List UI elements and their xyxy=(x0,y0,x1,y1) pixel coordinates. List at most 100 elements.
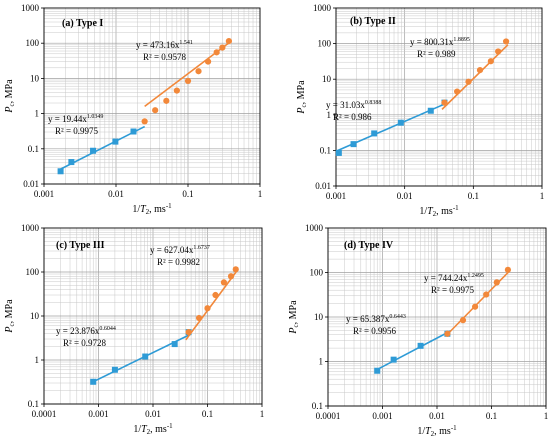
data-point xyxy=(130,128,137,135)
data-point xyxy=(141,118,148,125)
y-tick-label: 0.1 xyxy=(28,399,39,409)
data-point xyxy=(68,159,75,166)
data-point xyxy=(397,119,404,126)
data-point xyxy=(493,279,500,286)
data-point xyxy=(184,77,192,84)
y-tick-label: 0.01 xyxy=(23,179,39,189)
y-tick-label: 100 xyxy=(310,268,324,278)
data-point xyxy=(350,141,357,148)
x-tick-label: 0.001 xyxy=(372,411,392,421)
fit-equation: y = 23.876x0.6044 xyxy=(56,326,116,336)
data-point xyxy=(371,130,378,137)
y-tick-label: 10 xyxy=(30,73,40,83)
data-point xyxy=(152,107,159,114)
data-point xyxy=(195,314,203,322)
data-point xyxy=(185,329,192,336)
fit-r-squared: R² = 0.9975 xyxy=(431,285,475,295)
y-tick-label: 1 xyxy=(319,357,324,367)
data-point xyxy=(227,273,235,280)
data-point xyxy=(112,138,119,145)
x-tick-label: 0.001 xyxy=(326,191,346,201)
data-point xyxy=(453,88,461,95)
y-tick-label: 100 xyxy=(318,39,332,49)
data-point xyxy=(495,48,502,55)
fit-equation: y = 627.04x1.6737 xyxy=(150,245,210,255)
chart-panel-3: 0.0001 0.001 0.01 0.1 1 0.1 1 10 100 1000 1/T2, ms… xyxy=(4,223,264,436)
series-orange: y = 627.04x1.6737 R² = 0.9982 xyxy=(150,245,239,341)
fit-line xyxy=(441,44,509,110)
data-point xyxy=(390,356,397,363)
x-tick-label: 0.001 xyxy=(34,189,54,199)
y-tick-label: 1000 xyxy=(21,3,40,13)
fit-equation: y = 800.31x1.8895 xyxy=(410,37,470,47)
data-point xyxy=(487,58,494,65)
chart-panel-4: 0.0001 0.001 0.01 0.1 1 0.1 1 10 100 1000 1/T2, ms… xyxy=(288,223,548,438)
x-tick-label: 0.01 xyxy=(429,411,445,421)
x-tick-label: 1 xyxy=(258,189,263,199)
x-tick-label: 0.01 xyxy=(145,409,161,419)
y-axis-title: Pc, MPa xyxy=(296,80,308,115)
plot-frame xyxy=(335,7,543,187)
data-point xyxy=(225,37,233,45)
y-axis-title: Pc, MPa xyxy=(288,300,300,335)
y-tick-label: 1 xyxy=(327,110,332,120)
data-point xyxy=(111,366,118,373)
y-tick-label: 10 xyxy=(314,312,324,322)
fit-r-squared: R² = 0.989 xyxy=(417,49,456,59)
data-point xyxy=(90,378,97,385)
series-orange: y = 744.24x1.2495 R² = 0.9975 xyxy=(424,266,512,337)
fit-equation: y = 473.16x1.541 xyxy=(136,40,193,50)
x-axis-title: 1/T2, ms-1 xyxy=(417,424,457,438)
y-axis-title: Pc, MPa xyxy=(4,299,16,334)
y-tick-label: 0.1 xyxy=(320,145,331,155)
series-blue: y = 65.387x0.6443 R² = 0.9956 xyxy=(346,314,452,374)
data-point xyxy=(57,168,64,175)
grid xyxy=(335,8,542,187)
y-tick-label: 10 xyxy=(30,311,40,321)
series-blue: y = 31.03x0.8388 R² = 0.986 xyxy=(326,99,448,156)
data-point xyxy=(171,341,178,348)
data-point xyxy=(173,87,180,94)
y-tick-label: 0.1 xyxy=(312,401,323,411)
x-tick-label: 0.1 xyxy=(468,191,479,201)
data-point xyxy=(220,279,228,286)
x-axis-title: 1/T2, ms-1 xyxy=(132,202,172,216)
data-point xyxy=(163,97,170,104)
x-tick-label: 1 xyxy=(260,409,265,419)
y-tick-label: 1 xyxy=(35,355,40,365)
data-point xyxy=(502,38,510,45)
y-tick-label: 1000 xyxy=(305,223,324,233)
panel-title: (b) Type II xyxy=(350,16,396,27)
x-tick-label: 0.0001 xyxy=(316,411,341,421)
data-point xyxy=(465,78,472,85)
y-tick-label: 100 xyxy=(26,38,40,48)
data-point xyxy=(374,367,381,374)
data-point xyxy=(204,305,211,312)
y-tick-label: 1000 xyxy=(313,3,332,13)
data-point xyxy=(213,49,220,56)
data-point xyxy=(471,303,479,310)
y-tick-label: 0.1 xyxy=(28,144,39,154)
series-orange: y = 800.31x1.8895 R² = 0.989 xyxy=(410,37,510,110)
data-point xyxy=(441,99,448,106)
grid xyxy=(43,8,260,185)
x-axis-title: 1/T2, ms-1 xyxy=(133,422,173,436)
y-tick-label: 10 xyxy=(322,74,332,84)
panel-title: (a) Type I xyxy=(62,18,103,29)
data-point xyxy=(195,68,202,75)
y-tick-label: 1000 xyxy=(21,223,40,233)
series-blue: y = 23.876x0.6044 R² = 0.9728 xyxy=(56,326,192,385)
x-tick-label: 0.01 xyxy=(108,189,124,199)
fit-line xyxy=(185,270,238,341)
data-point xyxy=(483,291,490,298)
series-blue: y = 19.44x1.0349 R² = 0.9975 xyxy=(48,114,146,175)
x-tick-label: 0.001 xyxy=(88,409,108,419)
fit-r-squared: R² = 0.9982 xyxy=(157,257,200,267)
fit-equation: y = 65.387x0.6443 xyxy=(346,314,406,324)
plot-frame xyxy=(43,7,261,185)
series-orange: y = 473.16x1.541 R² = 0.9578 xyxy=(136,37,233,125)
x-tick-label: 0.1 xyxy=(182,189,193,199)
